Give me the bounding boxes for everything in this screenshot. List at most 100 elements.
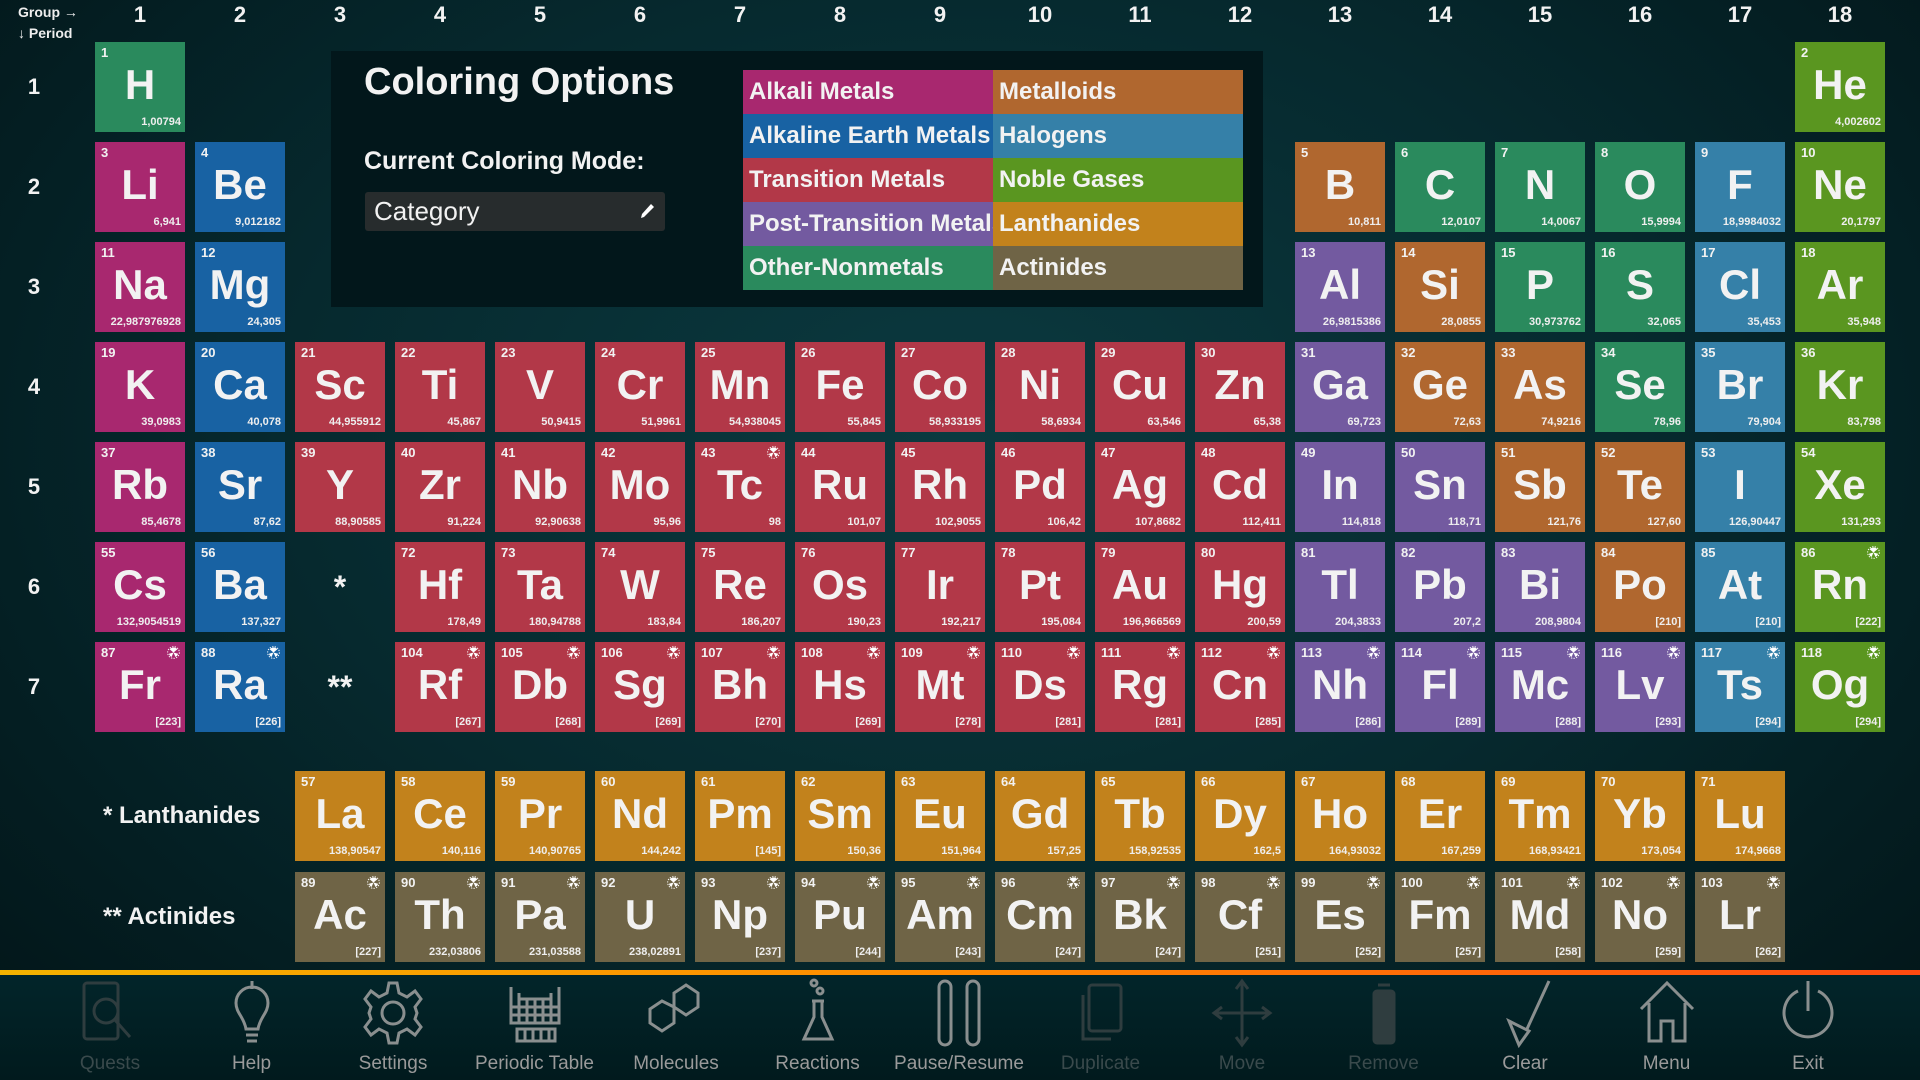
- element-Pd[interactable]: 46 Pd 106,42: [995, 442, 1085, 532]
- element-Ta[interactable]: 73 Ta 180,94788: [495, 542, 585, 632]
- legend-post[interactable]: Post-Transition Metals: [743, 202, 993, 246]
- element-Ds[interactable]: 110 Ds [281]: [995, 642, 1085, 732]
- element-Sm[interactable]: 62 Sm 150,36: [795, 771, 885, 861]
- element-Ce[interactable]: 58 Ce 140,116: [395, 771, 485, 861]
- element-Cr[interactable]: 24 Cr 51,9961: [595, 342, 685, 432]
- toolbar-button-clear[interactable]: Clear: [1460, 975, 1590, 1080]
- element-Ag[interactable]: 47 Ag 107,8682: [1095, 442, 1185, 532]
- element-Co[interactable]: 27 Co 58,933195: [895, 342, 985, 432]
- element-O[interactable]: 8 O 15,9994: [1595, 142, 1685, 232]
- element-Ga[interactable]: 31 Ga 69,723: [1295, 342, 1385, 432]
- element-Be[interactable]: 4 Be 9,012182: [195, 142, 285, 232]
- element-Xe[interactable]: 54 Xe 131,293: [1795, 442, 1885, 532]
- element-Pb[interactable]: 82 Pb 207,2: [1395, 542, 1485, 632]
- toolbar-button-settings[interactable]: Settings: [328, 975, 458, 1080]
- element-Fr[interactable]: 87 Fr [223]: [95, 642, 185, 732]
- element-Tm[interactable]: 69 Tm 168,93421: [1495, 771, 1585, 861]
- element-Bh[interactable]: 107 Bh [270]: [695, 642, 785, 732]
- element-Ar[interactable]: 18 Ar 35,948: [1795, 242, 1885, 332]
- element-Nd[interactable]: 60 Nd 144,242: [595, 771, 685, 861]
- element-Ho[interactable]: 67 Ho 164,93032: [1295, 771, 1385, 861]
- element-Dy[interactable]: 66 Dy 162,5: [1195, 771, 1285, 861]
- element-I[interactable]: 53 I 126,90447: [1695, 442, 1785, 532]
- element-Cu[interactable]: 29 Cu 63,546: [1095, 342, 1185, 432]
- element-He[interactable]: 2 He 4,002602: [1795, 42, 1885, 132]
- element-Sb[interactable]: 51 Sb 121,76: [1495, 442, 1585, 532]
- element-C[interactable]: 6 C 12,0107: [1395, 142, 1485, 232]
- element-Lu[interactable]: 71 Lu 174,9668: [1695, 771, 1785, 861]
- element-Yb[interactable]: 70 Yb 173,054: [1595, 771, 1685, 861]
- element-F[interactable]: 9 F 18,9984032: [1695, 142, 1785, 232]
- element-As[interactable]: 33 As 74,9216: [1495, 342, 1585, 432]
- legend-transition[interactable]: Transition Metals: [743, 158, 993, 202]
- toolbar-button-exit[interactable]: Exit: [1743, 975, 1873, 1080]
- coloring-mode-input[interactable]: Category: [365, 192, 665, 231]
- element-Lv[interactable]: 116 Lv [293]: [1595, 642, 1685, 732]
- element-Og[interactable]: 118 Og [294]: [1795, 642, 1885, 732]
- element-Rh[interactable]: 45 Rh 102,9055: [895, 442, 985, 532]
- element-H[interactable]: 1 H 1,00794: [95, 42, 185, 132]
- element-La[interactable]: 57 La 138,90547: [295, 771, 385, 861]
- element-Rb[interactable]: 37 Rb 85,4678: [95, 442, 185, 532]
- element-Mo[interactable]: 42 Mo 95,96: [595, 442, 685, 532]
- element-Pr[interactable]: 59 Pr 140,90765: [495, 771, 585, 861]
- element-V[interactable]: 23 V 50,9415: [495, 342, 585, 432]
- legend-noble[interactable]: Noble Gases: [993, 158, 1243, 202]
- element-Nb[interactable]: 41 Nb 92,90638: [495, 442, 585, 532]
- toolbar-button-periodic-table[interactable]: Periodic Table: [470, 975, 600, 1080]
- element-Ru[interactable]: 44 Ru 101,07: [795, 442, 885, 532]
- element-At[interactable]: 85 At [210]: [1695, 542, 1785, 632]
- element-Fe[interactable]: 26 Fe 55,845: [795, 342, 885, 432]
- element-Hg[interactable]: 80 Hg 200,59: [1195, 542, 1285, 632]
- element-Er[interactable]: 68 Er 167,259: [1395, 771, 1485, 861]
- element-Bk[interactable]: 97 Bk [247]: [1095, 872, 1185, 962]
- element-Pa[interactable]: 91 Pa 231,03588: [495, 872, 585, 962]
- element-Ra[interactable]: 88 Ra [226]: [195, 642, 285, 732]
- legend-alkali[interactable]: Alkali Metals: [743, 70, 993, 114]
- element-Ge[interactable]: 32 Ge 72,63: [1395, 342, 1485, 432]
- element-Db[interactable]: 105 Db [268]: [495, 642, 585, 732]
- element-Ca[interactable]: 20 Ca 40,078: [195, 342, 285, 432]
- element-Ni[interactable]: 28 Ni 58,6934: [995, 342, 1085, 432]
- element-Mt[interactable]: 109 Mt [278]: [895, 642, 985, 732]
- element-Al[interactable]: 13 Al 26,9815386: [1295, 242, 1385, 332]
- element-Rn[interactable]: 86 Rn [222]: [1795, 542, 1885, 632]
- element-Ir[interactable]: 77 Ir 192,217: [895, 542, 985, 632]
- element-In[interactable]: 49 In 114,818: [1295, 442, 1385, 532]
- element-Sg[interactable]: 106 Sg [269]: [595, 642, 685, 732]
- element-Fm[interactable]: 100 Fm [257]: [1395, 872, 1485, 962]
- legend-alkaline[interactable]: Alkaline Earth Metals: [743, 114, 993, 158]
- element-Se[interactable]: 34 Se 78,96: [1595, 342, 1685, 432]
- element-Os[interactable]: 76 Os 190,23: [795, 542, 885, 632]
- element-Po[interactable]: 84 Po [210]: [1595, 542, 1685, 632]
- element-Nh[interactable]: 113 Nh [286]: [1295, 642, 1385, 732]
- element-Mc[interactable]: 115 Mc [288]: [1495, 642, 1585, 732]
- toolbar-button-pause-resume[interactable]: Pause/Resume: [894, 975, 1024, 1080]
- element-Au[interactable]: 79 Au 196,966569: [1095, 542, 1185, 632]
- element-Am[interactable]: 95 Am [243]: [895, 872, 985, 962]
- element-Zr[interactable]: 40 Zr 91,224: [395, 442, 485, 532]
- element-W[interactable]: 74 W 183,84: [595, 542, 685, 632]
- element-Kr[interactable]: 36 Kr 83,798: [1795, 342, 1885, 432]
- element-Th[interactable]: 90 Th 232,03806: [395, 872, 485, 962]
- element-P[interactable]: 15 P 30,973762: [1495, 242, 1585, 332]
- legend-nonmetal[interactable]: Other-Nonmetals: [743, 246, 993, 290]
- element-Md[interactable]: 101 Md [258]: [1495, 872, 1585, 962]
- element-Ba[interactable]: 56 Ba 137,327: [195, 542, 285, 632]
- element-Hs[interactable]: 108 Hs [269]: [795, 642, 885, 732]
- element-Sc[interactable]: 21 Sc 44,955912: [295, 342, 385, 432]
- legend-actinide[interactable]: Actinides: [993, 246, 1243, 290]
- element-Lr[interactable]: 103 Lr [262]: [1695, 872, 1785, 962]
- element-Bi[interactable]: 83 Bi 208,9804: [1495, 542, 1585, 632]
- element-K[interactable]: 19 K 39,0983: [95, 342, 185, 432]
- element-Eu[interactable]: 63 Eu 151,964: [895, 771, 985, 861]
- element-Fl[interactable]: 114 Fl [289]: [1395, 642, 1485, 732]
- element-Tl[interactable]: 81 Tl 204,3833: [1295, 542, 1385, 632]
- toolbar-button-remove[interactable]: Remove: [1319, 975, 1449, 1080]
- element-Cm[interactable]: 96 Cm [247]: [995, 872, 1085, 962]
- element-Mg[interactable]: 12 Mg 24,305: [195, 242, 285, 332]
- element-N[interactable]: 7 N 14,0067: [1495, 142, 1585, 232]
- element-Pu[interactable]: 94 Pu [244]: [795, 872, 885, 962]
- element-Pm[interactable]: 61 Pm [145]: [695, 771, 785, 861]
- element-Tc[interactable]: 43 Tc 98: [695, 442, 785, 532]
